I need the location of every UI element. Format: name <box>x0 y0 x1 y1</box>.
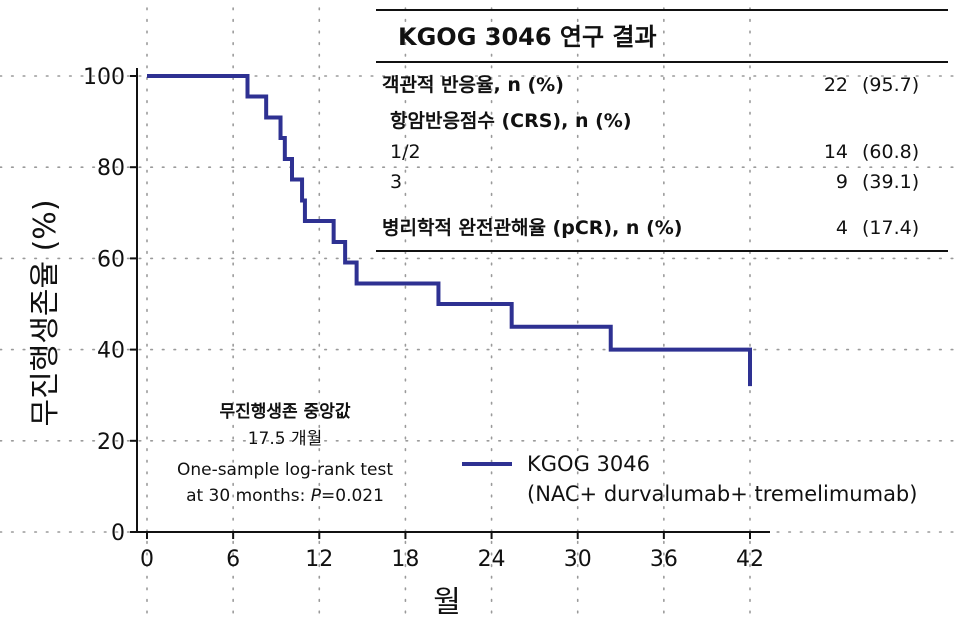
table-row-label: 항암반응점수 (CRS), n (%) <box>390 110 632 132</box>
y-tick-label: 100 <box>83 65 125 90</box>
y-tick-label: 40 <box>97 339 125 364</box>
legend-series-detail: (NAC+ durvalumab+ tremelimumab) <box>527 482 917 506</box>
axis-ticks: 0 6 12 18 24 30 36 42 0 20 40 60 80 100 <box>83 65 764 572</box>
y-tick-label: 80 <box>97 156 125 181</box>
results-table: KGOG 3046 연구 결과 객관적 반응율, n (%) 22 (95.7)… <box>376 9 948 252</box>
table-row-pct: (95.7) <box>862 74 919 96</box>
x-tick-label: 42 <box>736 547 764 572</box>
logrank-test-label: One-sample log-rank test <box>177 460 393 480</box>
table-row-label: 병리학적 완전관해율 (pCR), n (%) <box>382 217 682 239</box>
table-row-label: 1/2 <box>390 141 421 163</box>
median-annotation: 무진행생존 중앙값 17.5 개월 One-sample log-rank te… <box>177 402 393 506</box>
x-tick-label: 36 <box>650 547 678 572</box>
logrank-p-value: at 30 months: P=0.021 <box>186 486 384 506</box>
y-axis-title: 무진행생존율 (%) <box>28 199 63 426</box>
p-prefix: at 30 months: <box>186 486 311 506</box>
table-row-label: 객관적 반응율, n (%) <box>382 74 564 96</box>
legend: KGOG 3046 (NAC+ durvalumab+ tremelimumab… <box>462 452 917 506</box>
x-tick-label: 6 <box>226 547 240 572</box>
x-tick-label: 30 <box>564 547 592 572</box>
table-row-pct: (17.4) <box>862 217 919 239</box>
table-title: KGOG 3046 연구 결과 <box>398 23 657 51</box>
table-row-n: 22 <box>824 74 848 96</box>
table-row-n: 9 <box>836 171 848 193</box>
p-symbol: P <box>311 486 322 506</box>
table-row-label: 3 <box>390 171 402 193</box>
table-row-pct: (39.1) <box>862 171 919 193</box>
median-value: 17.5 개월 <box>248 429 323 449</box>
grid-lines <box>0 7 960 621</box>
x-tick-label: 24 <box>478 547 506 572</box>
p-value: =0.021 <box>321 486 384 506</box>
median-title: 무진행생존 중앙값 <box>219 402 350 422</box>
legend-series-name: KGOG 3046 <box>527 452 650 476</box>
table-row-n: 14 <box>824 141 848 163</box>
x-tick-label: 0 <box>140 547 154 572</box>
y-tick-label: 60 <box>97 247 125 272</box>
x-tick-label: 12 <box>305 547 333 572</box>
table-row-n: 4 <box>836 217 848 239</box>
y-tick-label: 0 <box>111 521 125 546</box>
x-axis-title: 월 <box>433 585 461 620</box>
series-layer <box>147 74 752 387</box>
survival-curve <box>147 74 752 387</box>
x-tick-label: 18 <box>391 547 419 572</box>
y-tick-label: 20 <box>97 430 125 455</box>
table-row-pct: (60.8) <box>862 141 919 163</box>
